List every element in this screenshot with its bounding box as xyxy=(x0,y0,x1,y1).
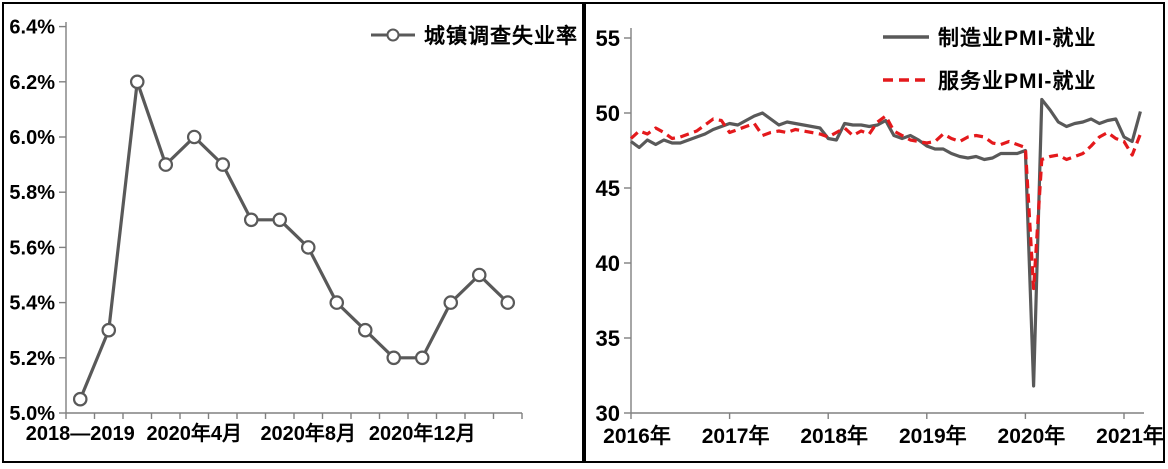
x-axis-tick-label: 2020年4月 xyxy=(146,421,242,445)
unemployment-legend: 城镇调查失业率 xyxy=(370,20,578,50)
dashed-line-marker-icon xyxy=(883,78,929,82)
y-axis-tick-label: 6.4% xyxy=(9,17,55,39)
unemployment-point-marker xyxy=(72,391,88,407)
y-axis-tick-label: 5.4% xyxy=(9,293,55,315)
unemployment-point-marker xyxy=(243,212,259,228)
y-axis-tick-label: 30 xyxy=(596,401,620,426)
unemployment-point-marker xyxy=(215,157,231,172)
unemployment-point-marker xyxy=(186,129,202,145)
x-axis-tick-label: 2018年 xyxy=(800,424,868,448)
x-axis-tick-label: 2021年 xyxy=(1096,424,1163,448)
unemployment-point-marker xyxy=(471,267,487,283)
legend-row-unemployment: 城镇调查失业率 xyxy=(370,20,578,50)
y-axis-tick-label: 5.2% xyxy=(9,348,55,370)
solid-line-marker-icon xyxy=(883,35,929,39)
x-axis-tick-label: 2020年 xyxy=(998,424,1066,448)
open-circle-line-marker-icon xyxy=(371,28,415,42)
y-axis-tick-label: 55 xyxy=(596,26,620,51)
pmi-legend: 制造业PMI-就业 服务业PMI-就业 xyxy=(882,22,1096,95)
unemployment-point-marker xyxy=(414,350,430,366)
unemployment-point-marker xyxy=(500,295,516,310)
unemployment-point-marker xyxy=(129,74,145,90)
legend-label-manufacturing: 制造业PMI-就业 xyxy=(938,27,1097,50)
unemployment-point-marker xyxy=(300,240,316,255)
x-axis-tick-label: 2016年 xyxy=(603,424,671,448)
legend-row-manufacturing: 制造业PMI-就业 xyxy=(882,22,1096,52)
y-axis-tick-label: 5.8% xyxy=(9,182,55,204)
services-pmi-line xyxy=(629,114,1142,291)
unemployment-line xyxy=(78,80,509,400)
legend-label-unemployment: 城镇调查失业率 xyxy=(424,25,578,48)
x-axis-tick-label: 2020年12月 xyxy=(369,421,476,445)
y-axis-tick-label: 6.0% xyxy=(9,127,55,149)
manufacturing-pmi-line xyxy=(630,97,1142,388)
x-axis-tick-label: 2020年8月 xyxy=(260,421,356,445)
x-axis-tick-label: 2019年 xyxy=(899,424,967,448)
y-axis-tick-label: 45 xyxy=(596,176,620,201)
y-axis-tick-label: 35 xyxy=(596,326,620,351)
unemployment-chart-svg: 5.0% 5.2% 5.4% 5.6% 5.8% 6.0% 6.2% 6.4% 2018—201… xyxy=(9,17,523,445)
y-axis-tick-label: 5.6% xyxy=(9,237,55,259)
x-axis-tick-label: 2018—2019 xyxy=(26,423,135,445)
unemployment-point-marker xyxy=(329,295,345,310)
unemployment-chart-panel: 5.0% 5.2% 5.4% 5.6% 5.8% 6.0% 6.2% 6.4% 2018—201… xyxy=(2,2,584,463)
y-axis-tick-label: 6.2% xyxy=(9,72,55,94)
unemployment-point-marker xyxy=(101,322,117,338)
pmi-chart-svg: 30 35 40 45 50 55 2016年 2017年 2018年 2019年 2020年 202… xyxy=(596,26,1163,448)
unemployment-point-marker xyxy=(357,322,373,338)
y-axis-tick-label: 5.0% xyxy=(9,403,55,425)
legend-row-services: 服务业PMI-就业 xyxy=(882,65,1096,95)
pmi-chart-panel: 30 35 40 45 50 55 2016年 2017年 2018年 2019年 2020年 202… xyxy=(584,2,1165,463)
unemployment-point-marker xyxy=(158,157,174,172)
unemployment-point-marker xyxy=(386,350,402,366)
y-axis-tick-label: 50 xyxy=(596,101,620,126)
unemployment-point-marker xyxy=(443,295,459,310)
x-axis-tick-label: 2017年 xyxy=(702,424,770,448)
legend-label-services: 服务业PMI-就业 xyxy=(938,70,1097,93)
unemployment-point-marker xyxy=(272,212,288,228)
y-axis-tick-label: 40 xyxy=(596,251,620,276)
